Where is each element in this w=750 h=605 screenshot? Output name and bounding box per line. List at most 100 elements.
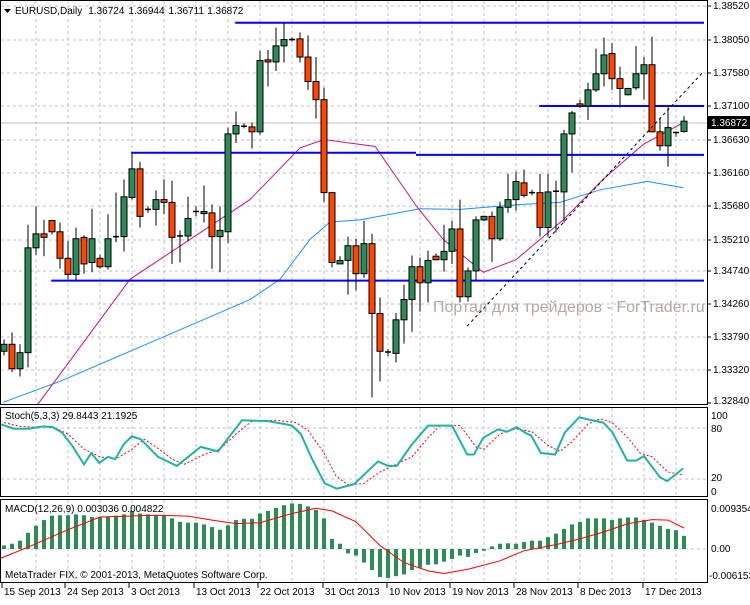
candle-body [520, 182, 528, 196]
candle-body [664, 127, 672, 147]
candle-body [184, 217, 192, 237]
price-label: 1.34740 [713, 266, 750, 277]
macd-bar [202, 524, 206, 549]
trendline[interactable] [466, 70, 705, 327]
ohlc-low: 1.36711 [169, 6, 205, 17]
candle-body [496, 206, 504, 240]
candle-body [408, 266, 416, 301]
macd-bar [306, 506, 310, 549]
candle-body [632, 73, 640, 89]
candle-body [320, 99, 328, 194]
price-panel[interactable]: Портал для трейдеров - ForTrader.ru EURU… [0, 6, 707, 405]
macd-bar [170, 518, 174, 549]
candle-body [336, 259, 344, 265]
stochastic-panel[interactable]: Stoch(5,3,3) 29.8443 21.1925 [0, 411, 684, 490]
macd-bar [378, 549, 382, 578]
candle-body [0, 343, 8, 352]
candle-body [200, 210, 208, 215]
candle-body [656, 131, 664, 147]
macd-level-label: 0.009354 [711, 504, 750, 515]
candle-body [128, 168, 136, 199]
price-label: 1.38050 [713, 35, 750, 46]
candle-body [216, 229, 224, 238]
collapse-arrow-icon[interactable] [4, 9, 11, 13]
macd-bar [50, 515, 54, 549]
macd-bar [434, 549, 438, 565]
candle-body [16, 352, 24, 370]
macd-bar [650, 522, 654, 549]
macd-signal-line [0, 507, 685, 575]
horizontal-levels[interactable] [51, 21, 704, 282]
macd-bar [626, 517, 630, 549]
macd-bar [370, 549, 374, 571]
macd-bar [578, 521, 582, 549]
candle-body [488, 215, 496, 240]
candle-body [80, 236, 88, 265]
price-label: 1.32840 [713, 396, 750, 407]
time-axis[interactable]: 15 Sep 2013 24 Sep 2013 3 Oct 2013 13 Oc… [4, 587, 702, 598]
ohlc-open: 1.36724 [88, 6, 125, 17]
macd-bar [290, 503, 294, 549]
macd-bar [498, 543, 502, 549]
macd-bar [234, 520, 238, 549]
macd-bar [522, 541, 526, 549]
candle-body [32, 233, 40, 249]
macd-bar [546, 537, 550, 549]
candle-body [360, 243, 368, 275]
macd-bar [90, 517, 94, 549]
candle-body [264, 59, 272, 63]
date-label: 15 Sep 2013 [4, 587, 61, 598]
macd-bar [474, 549, 478, 553]
candle-body [640, 64, 648, 75]
candle-body [312, 80, 320, 101]
stochastic-label: Stoch(5,3,3) 29.8443 21.1925 [5, 411, 138, 422]
candle-body [448, 228, 456, 252]
price-label: 1.35680 [713, 201, 750, 212]
candle-body [472, 219, 480, 272]
candle-body [224, 133, 232, 233]
macd-bar [602, 518, 606, 549]
current-price-label: 1.36872 [711, 118, 748, 129]
candle-body [328, 192, 336, 264]
header-line: EURUSD,Daily 1.36724 1.36944 1.36711 1.36872 [15, 6, 244, 17]
macd-bar [114, 515, 118, 549]
macd-bar [194, 522, 198, 549]
candle-body [616, 78, 624, 89]
candle-body [648, 64, 656, 133]
price-axis[interactable]: 1.38520 1.38050 1.37580 1.37100 1.36630 … [708, 1, 750, 407]
macd-bar [674, 530, 678, 549]
price-label: 1.36630 [713, 135, 750, 146]
macd-bar [410, 549, 414, 571]
macd-level-label: -0.006153 [709, 571, 750, 582]
macd-panel[interactable]: MACD(12,26,9) 0.003036 0.004822 MetaTrad… [0, 503, 686, 581]
trendline [466, 70, 705, 327]
macd-bar [658, 525, 662, 549]
macd-bar [178, 521, 182, 549]
macd-bar [450, 549, 454, 560]
macd-bar [442, 549, 446, 562]
candle-body [352, 245, 360, 275]
macd-axis: 0.009354 0.00 -0.006153 [709, 504, 750, 582]
macd-bar [570, 524, 574, 549]
candle-body [272, 45, 280, 63]
macd-bar [98, 517, 102, 549]
date-label: 17 Dec 2013 [645, 587, 702, 598]
price-label: 1.37100 [713, 101, 750, 112]
macd-bar [562, 528, 566, 549]
macd-bar [122, 514, 126, 549]
price-label: 1.35210 [713, 235, 750, 246]
macd-bar [634, 517, 638, 549]
stochastic-lines [0, 416, 684, 490]
macd-bar [458, 549, 462, 556]
price-label: 1.36160 [713, 168, 750, 179]
watermark: Портал для трейдеров - ForTrader.ru [433, 299, 705, 316]
candle-body [536, 192, 544, 229]
candle-body [280, 39, 288, 47]
candles [0, 22, 688, 398]
current-price-badge [708, 116, 750, 129]
date-label: 24 Sep 2013 [67, 587, 124, 598]
ohlc-close: 1.36872 [207, 6, 244, 17]
macd-bar [258, 513, 262, 549]
date-label: 8 Dec 2013 [580, 587, 632, 598]
